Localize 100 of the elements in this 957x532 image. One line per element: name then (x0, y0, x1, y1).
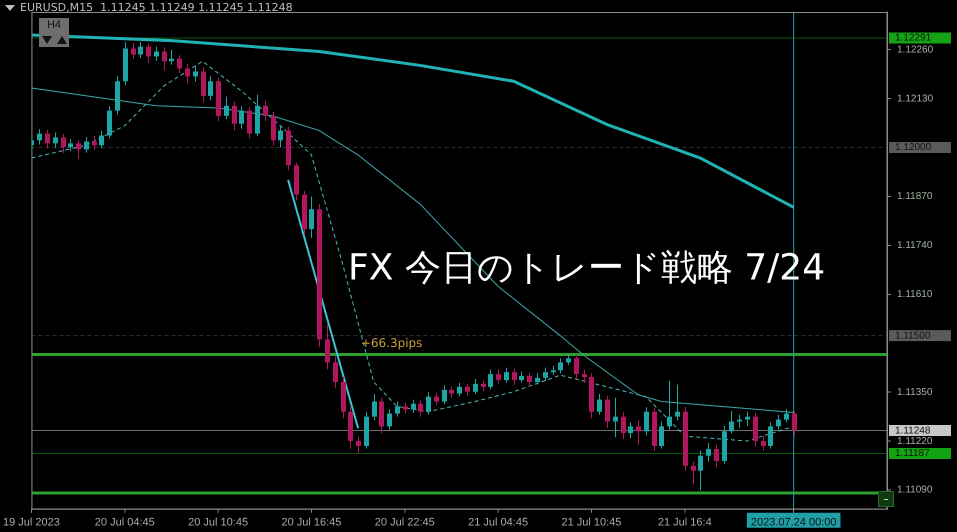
candlestick (644, 406, 649, 436)
y-tick-label: 1.12260 (897, 44, 934, 56)
candlestick (761, 434, 766, 451)
annotation: H4 (46, 18, 62, 32)
candlestick (465, 383, 470, 396)
candlestick (706, 442, 711, 462)
candlestick (333, 356, 338, 389)
annotation: +66.3pips (360, 336, 422, 350)
candlestick (729, 410, 734, 434)
candlestick (61, 133, 66, 154)
candlestick (527, 372, 532, 387)
y-tick-label: 1.11350 (897, 386, 933, 398)
candlestick (146, 43, 151, 64)
candlestick (232, 101, 237, 132)
candlestick (325, 324, 330, 370)
x-tick-label: 21 Jul 04:45 (468, 516, 528, 528)
x-tick-label: 2023.07.24 00:00 (750, 516, 836, 528)
candlestick (667, 380, 672, 430)
candlestick (387, 408, 392, 430)
x-tick-label: 21 Jul 10:45 (561, 516, 622, 528)
candlestick (403, 402, 408, 414)
candlestick (457, 382, 462, 398)
candlestick (68, 138, 73, 152)
candlestick (449, 386, 454, 398)
candlestick (605, 395, 610, 428)
candlestick (496, 368, 501, 384)
candlestick (659, 420, 664, 450)
candlestick (628, 422, 633, 439)
candlestick (442, 384, 447, 405)
candlestick (45, 129, 50, 149)
candlestick (356, 436, 361, 454)
candlestick (418, 400, 423, 418)
candlestick (698, 450, 703, 491)
candlestick (309, 196, 314, 238)
candlestick (224, 96, 229, 120)
candlestick (154, 46, 159, 62)
candlestick (792, 410, 797, 436)
y-tick-label: 1.11740 (897, 240, 933, 252)
y-tick-label: 1.12130 (897, 93, 934, 104)
x-tick-label: 20 Jul 10:45 (188, 516, 248, 528)
candlestick (776, 414, 781, 430)
candlestick (675, 384, 680, 421)
candlestick (162, 46, 167, 71)
candlestick (691, 461, 696, 485)
candlestick (138, 42, 143, 58)
candlestick (768, 422, 773, 450)
candlestick (566, 353, 571, 366)
candlestick (247, 106, 252, 139)
x-tick-label: 21 Jul 16:4 (658, 516, 712, 528)
y-tick-label: 1.11610 (897, 289, 933, 300)
candlestick (37, 128, 42, 145)
x-tick-label: 19 Jul 2023 (2, 516, 60, 528)
candlestick (131, 42, 136, 60)
x-tick-label: 20 Jul 04:45 (94, 516, 155, 528)
candlestick (53, 132, 58, 148)
ref-line-label: 1.11500 (895, 330, 931, 342)
candlestick (278, 124, 283, 148)
candlestick (76, 139, 81, 160)
candlestick (543, 367, 548, 382)
candlestick (558, 358, 563, 374)
candlestick (504, 367, 509, 384)
candlestick (473, 378, 478, 395)
x-tick-label: 20 Jul 16:45 (281, 516, 342, 528)
ref-line-label: 1.12000 (895, 142, 932, 154)
candlestick (84, 136, 89, 154)
candlestick (582, 369, 587, 384)
ref-line-label: 1.12291 (895, 32, 932, 44)
candlestick (395, 401, 400, 418)
candlestick (169, 49, 174, 66)
candlestick (239, 106, 244, 130)
candlestick (263, 100, 268, 122)
timeframe-switch-icon: H4 (39, 18, 69, 47)
x-tick-label: 20 Jul 22:45 (374, 516, 435, 528)
candlestick (519, 370, 524, 384)
candlestick (488, 369, 493, 390)
candlestick (411, 399, 416, 414)
candlestick (92, 136, 97, 150)
ref-line-label: 1.11248 (895, 425, 931, 436)
candlestick (714, 444, 719, 468)
candlestick (613, 397, 618, 438)
candlestick (784, 408, 789, 423)
y-tick-label: 1.11090 (897, 484, 933, 496)
candlestick (372, 394, 377, 421)
candlestick (745, 411, 750, 426)
candlestick (535, 372, 540, 386)
candlestick (636, 420, 641, 446)
candlestick (512, 368, 517, 386)
candlestick (621, 411, 626, 440)
candlestick (737, 414, 742, 428)
y-tick-label: 1.11870 (897, 191, 933, 202)
candlestick (597, 394, 602, 416)
candlestick (426, 392, 431, 416)
y-tick-label: 1.11220 (897, 436, 933, 447)
candlestick (208, 75, 213, 101)
candlestick (434, 392, 439, 406)
candlestick (481, 380, 486, 392)
chart-subtitle: EURUSD,M15 1.11245 1.11249 1.11245 1.11248 (20, 1, 293, 14)
candlestick (177, 54, 182, 74)
candlestick (193, 66, 198, 82)
candlestick (99, 130, 104, 149)
